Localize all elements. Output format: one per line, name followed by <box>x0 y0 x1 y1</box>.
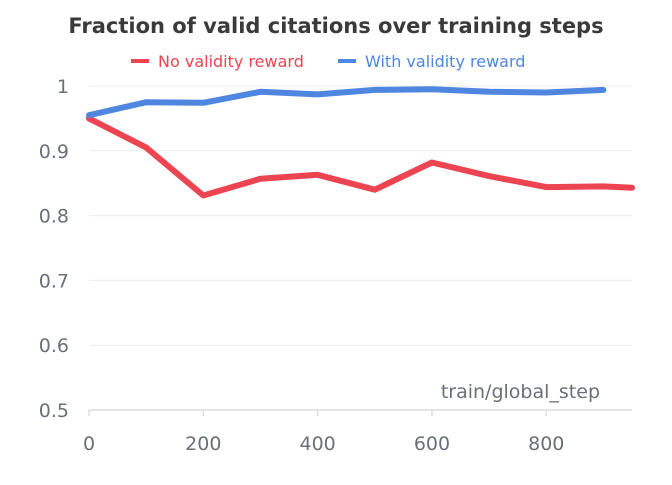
x-tick-label: 0 <box>83 433 95 455</box>
legend-label-with-validity: With validity reward <box>365 52 525 71</box>
series-line-no-validity-reward <box>86 115 635 199</box>
gridlines <box>89 85 632 346</box>
series-line-with-validity-reward <box>86 86 607 119</box>
x-axis-label: train/global_step <box>441 381 600 403</box>
x-tick-label: 400 <box>299 433 335 455</box>
y-tick-label: 0.8 <box>39 206 69 228</box>
y-tick-label: 1 <box>57 76 69 98</box>
chart-title: Fraction of valid citations over trainin… <box>68 14 603 38</box>
legend: No validity reward With validity reward <box>131 52 525 71</box>
y-tick-label: 0.5 <box>39 400 69 422</box>
legend-label-no-validity: No validity reward <box>158 52 304 71</box>
x-tick-label: 200 <box>185 433 221 455</box>
series-lines <box>86 86 635 199</box>
y-tick-label: 0.9 <box>39 141 69 163</box>
y-tick-label: 0.6 <box>39 335 69 357</box>
x-tick-label: 800 <box>528 433 564 455</box>
y-tick-label: 0.7 <box>39 270 69 292</box>
y-axis-ticks: 0.5 0.6 0.7 0.8 0.9 1 <box>39 76 69 422</box>
x-tick-label: 600 <box>414 433 450 455</box>
x-axis-ticks: 0 200 400 600 800 <box>83 410 564 455</box>
